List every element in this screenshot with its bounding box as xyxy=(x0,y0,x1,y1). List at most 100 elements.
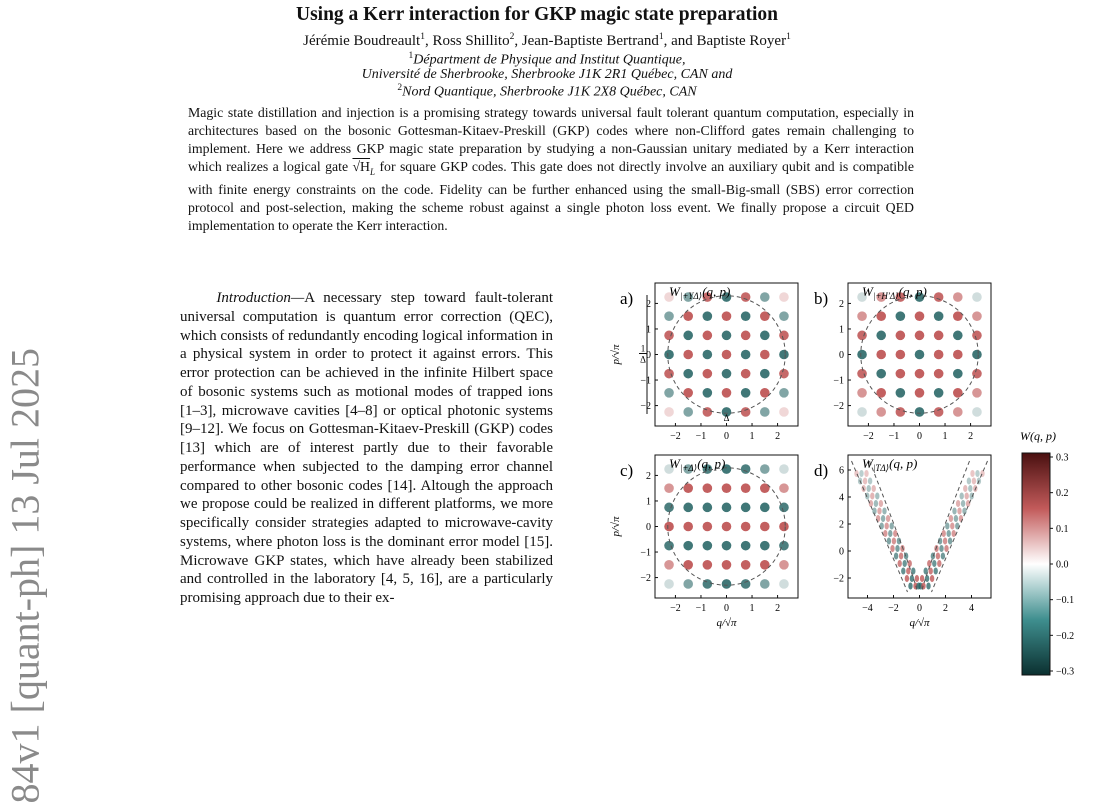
wigner-spot xyxy=(664,464,674,474)
panel-title-args: (q, p) xyxy=(702,284,730,299)
wigner-spot xyxy=(975,470,980,477)
wigner-spot xyxy=(933,349,944,360)
wigner-spot xyxy=(867,477,873,485)
abstract-text: Magic state distillation and injection i… xyxy=(188,105,914,175)
panel-title-symbol: W xyxy=(669,456,681,471)
wigner-spot xyxy=(941,530,946,537)
wigner-spot xyxy=(901,567,906,575)
wigner-spot xyxy=(664,330,674,341)
wigner-spot xyxy=(779,521,789,532)
wigner-spot xyxy=(933,407,944,417)
y-tick-label: −1 xyxy=(640,548,651,559)
wigner-spot xyxy=(760,407,770,417)
wigner-spot xyxy=(859,470,864,477)
wigner-spot xyxy=(898,552,904,560)
y-tick-label: 0 xyxy=(839,350,844,361)
wigner-spot xyxy=(875,492,880,500)
wigner-spot xyxy=(664,407,674,417)
y-tick-label: 1 xyxy=(646,496,651,507)
wigner-spot xyxy=(664,502,674,513)
wigner-spot xyxy=(702,521,713,532)
panel-title-subscript: |TΔ⟩ xyxy=(873,463,889,473)
wigner-spot xyxy=(857,407,867,417)
wigner-spot xyxy=(740,368,751,379)
wigner-spot xyxy=(683,368,693,379)
wigner-spot xyxy=(933,330,944,341)
wigner-spot xyxy=(760,579,770,589)
wigner-spot xyxy=(953,330,963,341)
wigner-spot xyxy=(721,502,732,513)
wigner-spot xyxy=(945,522,950,530)
y-axis-label: p/√π xyxy=(610,344,622,366)
panel-letter: a) xyxy=(620,289,633,308)
colorbar xyxy=(1021,452,1051,676)
wigner-spot xyxy=(740,407,751,417)
wigner-spot xyxy=(779,349,789,360)
boundary-circle xyxy=(860,295,979,414)
wigner-spot xyxy=(964,492,969,500)
wigner-spot xyxy=(683,502,693,513)
wigner-spot xyxy=(886,537,892,545)
boundary-curve xyxy=(931,460,988,593)
wigner-spot xyxy=(914,388,925,398)
wigner-spot xyxy=(924,575,930,582)
wigner-spot xyxy=(683,311,693,321)
wigner-spot xyxy=(866,485,871,492)
wigner-spot xyxy=(862,477,868,485)
wigner-spot xyxy=(721,579,732,589)
y-tick-label: 2 xyxy=(839,520,844,531)
wigner-spot xyxy=(683,579,693,589)
affiliation-number: 1 xyxy=(408,51,414,61)
wigner-spot xyxy=(664,560,674,570)
wigner-spot xyxy=(893,552,899,560)
affiliation-text: Départment de Physique and Institut Quan… xyxy=(413,52,686,68)
wigner-spot xyxy=(664,292,674,302)
annotation: Δ xyxy=(640,355,646,365)
wigner-spot xyxy=(702,349,713,360)
wigner-spot xyxy=(740,483,751,493)
wigner-spot xyxy=(948,515,954,522)
wigner-spot xyxy=(857,349,867,360)
colorbar-tick-label: 0.0 xyxy=(1056,560,1069,571)
panel-title: W|TΔ⟩(q, p) xyxy=(862,456,917,473)
wigner-spot xyxy=(957,507,962,515)
wigner-spot xyxy=(702,368,713,379)
wigner-spot xyxy=(951,530,956,537)
wigner-spot xyxy=(914,311,925,321)
wigner-spot xyxy=(779,388,789,398)
wigner-spot xyxy=(972,292,982,302)
wigner-spot xyxy=(721,407,732,417)
wigner-spot xyxy=(760,521,770,532)
wigner-spot xyxy=(721,540,732,551)
colorbar-tick-label: 0.1 xyxy=(1056,524,1069,535)
wigner-spot xyxy=(891,537,897,545)
panel-title-args: (q, p) xyxy=(899,284,927,299)
wigner-spot xyxy=(927,560,932,567)
wigner-spot xyxy=(902,560,907,567)
wigner-spot xyxy=(683,521,693,532)
panel-title: W|+H′Δ⟩(q, p) xyxy=(862,284,927,301)
boundary-curve xyxy=(869,460,918,593)
panel-letter: c) xyxy=(620,461,633,480)
panel-background xyxy=(848,455,991,598)
wigner-spot xyxy=(779,292,789,302)
wigner-spot xyxy=(876,349,886,360)
wigner-spot xyxy=(884,522,889,530)
x-tick-label: 0 xyxy=(724,603,729,614)
wigner-spot xyxy=(740,464,751,474)
wigner-spot xyxy=(760,464,770,474)
wigner-spot xyxy=(760,483,770,493)
wigner-spot xyxy=(721,388,732,398)
annotation: 1 xyxy=(641,344,646,354)
wigner-spot xyxy=(966,477,972,485)
wigner-spot xyxy=(876,407,886,417)
colorbar-tick-label: 0.3 xyxy=(1056,453,1069,464)
paragraph: A necessary step toward fault-tolerant u… xyxy=(180,290,554,606)
wigner-spot xyxy=(760,560,770,570)
wigner-spot xyxy=(897,560,902,567)
x-tick-label: 0 xyxy=(724,431,729,442)
wigner-spot xyxy=(779,560,789,570)
author: , Ross Shillito xyxy=(424,33,510,49)
wigner-spot xyxy=(683,388,693,398)
